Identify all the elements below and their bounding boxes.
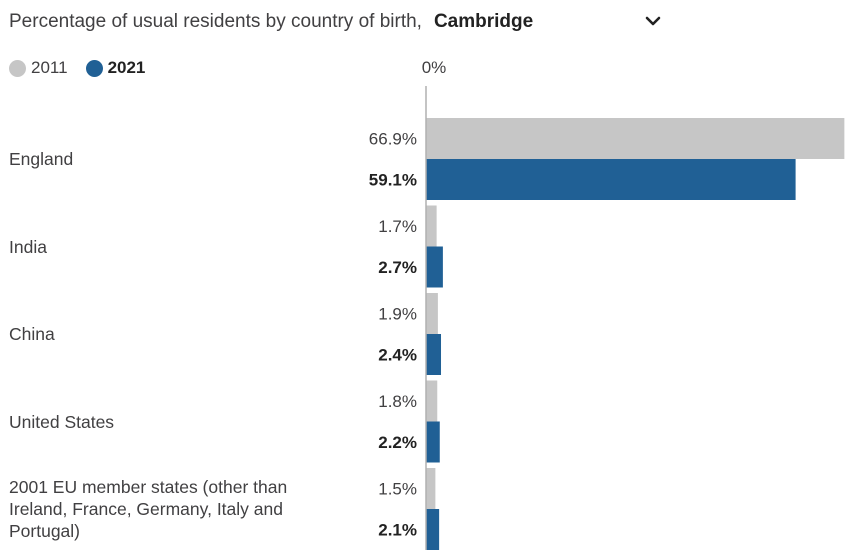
legend-label-2021: 2021 [107, 58, 146, 77]
legend-item-2011: 2011 [9, 58, 68, 78]
data-label-2011-1: 66.9% [369, 130, 417, 149]
category-label-2: India [9, 236, 47, 257]
bar-2011-1 [426, 118, 845, 159]
category-label-1: England [9, 149, 74, 169]
category-label-4: United States [9, 411, 115, 432]
area-select[interactable]: Cambridge [433, 11, 534, 32]
bar-2021-2 [426, 246, 443, 288]
category-label-5: 2001 EU member states (other than Irelan… [9, 477, 288, 541]
data-label-2021-4: 2.2% [378, 433, 417, 452]
data-label-2021-5: 2.1% [378, 521, 417, 540]
data-label-2011-4: 1.8% [378, 392, 417, 411]
legend: 2011 2021 [9, 56, 163, 80]
chart-title: Percentage of usual residents by country… [9, 11, 422, 32]
category-label-3: China [9, 324, 55, 344]
bar-2011-2 [426, 205, 437, 247]
legend-item-2021: 2021 [85, 58, 146, 78]
data-label-2021-2: 2.7% [378, 258, 417, 277]
bar-2021-5 [426, 509, 440, 550]
legend-swatch-2021 [85, 59, 103, 77]
bar-2021-3 [426, 334, 442, 375]
chevron-down-icon[interactable] [644, 12, 662, 30]
data-label-2011-5: 1.5% [378, 480, 417, 499]
data-label-2011-3: 1.9% [378, 305, 417, 324]
bar-2021-4 [426, 421, 440, 463]
bar-2021-1 [426, 159, 796, 200]
data-label-2011-2: 1.7% [378, 217, 417, 236]
data-label-2021-1: 59.1% [369, 171, 417, 190]
bar-2011-4 [426, 380, 438, 422]
bar-2011-3 [426, 293, 438, 334]
legend-swatch-2011 [9, 59, 26, 77]
data-label-2021-3: 2.4% [378, 346, 417, 365]
legend-label-2011: 2011 [31, 58, 68, 77]
bar-2011-5 [426, 468, 436, 509]
chart-header: Percentage of usual residents by country… [9, 8, 533, 36]
axis-tick-label-zero: 0% [422, 58, 447, 77]
